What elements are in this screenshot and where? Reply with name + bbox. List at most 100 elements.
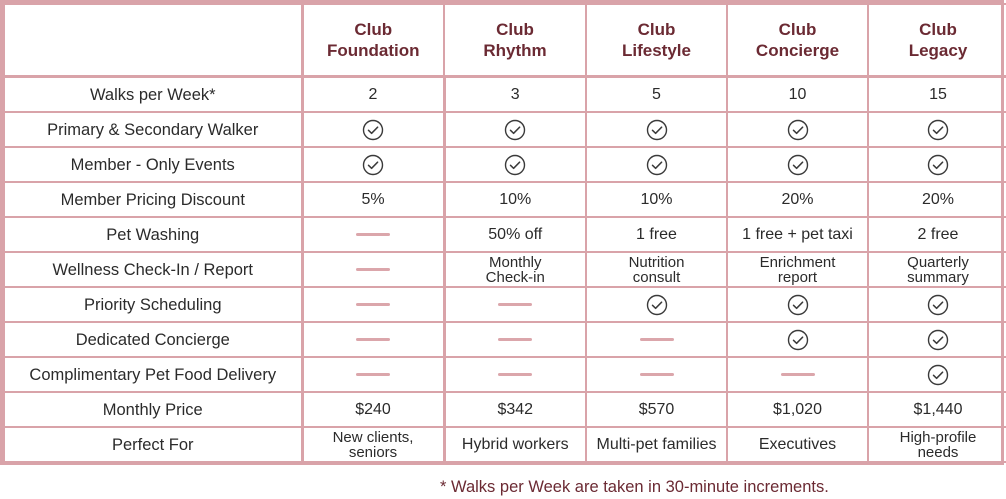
check-circle-icon bbox=[646, 154, 667, 175]
table-cell bbox=[585, 146, 728, 183]
table-cell bbox=[867, 356, 1006, 393]
table-cell: $570 bbox=[585, 391, 728, 428]
table-cell bbox=[867, 111, 1006, 148]
dash-icon bbox=[639, 372, 674, 376]
membership-comparison-table: Club Foundation Club Rhythm Club Lifestyle … bbox=[0, 0, 1006, 465]
dash-icon bbox=[356, 302, 390, 306]
table-row: Monthly Price $240 $342 $570 $1,020 $1,440 bbox=[3, 391, 1006, 428]
table-cell: Quarterly summary bbox=[867, 251, 1006, 288]
feature-label: Pet Washing bbox=[3, 216, 304, 253]
table-cell: 3 bbox=[443, 75, 587, 113]
check-circle-icon bbox=[646, 119, 667, 140]
table-cell: 50% off bbox=[443, 216, 587, 253]
table-cell bbox=[585, 321, 728, 358]
table-cell: 2 free bbox=[867, 216, 1006, 253]
plan-name: Club Concierge bbox=[755, 20, 840, 60]
table-cell bbox=[726, 356, 869, 393]
check-circle-icon bbox=[927, 329, 949, 350]
table-cell: Enrichment report bbox=[726, 251, 869, 288]
plan-header-legacy: Club Legacy bbox=[867, 3, 1006, 78]
feature-label: Priority Scheduling bbox=[3, 286, 304, 323]
table-cell bbox=[867, 321, 1006, 358]
dash-icon bbox=[498, 302, 533, 306]
table-row: Priority Scheduling bbox=[3, 286, 1006, 323]
plan-name: Club Rhythm bbox=[483, 20, 547, 60]
feature-label: Complimentary Pet Food Delivery bbox=[3, 356, 304, 393]
table-cell bbox=[585, 356, 728, 393]
check-circle-icon bbox=[787, 119, 808, 140]
check-circle-icon bbox=[505, 154, 526, 175]
table-cell: New clients, seniors bbox=[301, 426, 446, 463]
table-cell bbox=[585, 111, 728, 148]
feature-label: Member Pricing Discount bbox=[3, 181, 304, 218]
table-cell bbox=[726, 286, 869, 323]
cell-line: report bbox=[777, 268, 818, 286]
table-cell bbox=[726, 146, 869, 183]
table-cell bbox=[301, 111, 446, 148]
cell-line: Check-in bbox=[485, 268, 545, 286]
table-cell: 10% bbox=[443, 181, 587, 218]
table-cell: 1 free + pet taxi bbox=[726, 216, 869, 253]
feature-label: Wellness Check-In / Report bbox=[3, 251, 304, 288]
check-circle-icon bbox=[646, 294, 667, 315]
cell-line: High-profile bbox=[899, 428, 977, 446]
dash-icon bbox=[356, 232, 390, 236]
table-cell: $240 bbox=[301, 391, 446, 428]
cell-line: seniors bbox=[348, 443, 398, 461]
table-cell: Monthly Check-in bbox=[443, 251, 587, 288]
table-cell bbox=[443, 321, 587, 358]
check-circle-icon bbox=[362, 154, 384, 175]
table-cell bbox=[301, 286, 446, 323]
dash-icon bbox=[356, 337, 390, 341]
feature-label: Member - Only Events bbox=[3, 146, 304, 183]
check-circle-icon bbox=[927, 364, 949, 385]
feature-label: Primary & Secondary Walker bbox=[3, 111, 304, 148]
dash-icon bbox=[498, 337, 533, 341]
cell-line: summary bbox=[907, 268, 969, 286]
header-corner bbox=[3, 3, 304, 78]
table-row: Primary & Secondary Walker bbox=[3, 111, 1006, 148]
table-cell: 10% bbox=[585, 181, 728, 218]
comparison-grid: Club Foundation Club Rhythm Club Lifestyle … bbox=[3, 3, 1006, 463]
cell-line: Enrichment bbox=[759, 253, 836, 271]
feature-label: Perfect For bbox=[3, 426, 304, 463]
plan-name: Club Foundation bbox=[326, 20, 420, 60]
table-cell bbox=[301, 321, 446, 358]
dash-icon bbox=[780, 372, 815, 376]
plan-header-lifestyle: Club Lifestyle bbox=[585, 3, 728, 78]
table-row: Walks per Week* 2 3 5 10 15 bbox=[3, 75, 1006, 113]
feature-label: Monthly Price bbox=[3, 391, 304, 428]
table-cell bbox=[301, 216, 446, 253]
cell-line: needs bbox=[917, 443, 959, 461]
feature-label: Walks per Week* bbox=[3, 75, 304, 113]
table-cell bbox=[301, 146, 446, 183]
plan-name: Club Legacy bbox=[908, 20, 968, 60]
check-circle-icon bbox=[787, 294, 808, 315]
check-circle-icon bbox=[787, 154, 808, 175]
table-cell bbox=[585, 286, 728, 323]
check-circle-icon bbox=[927, 154, 949, 175]
check-circle-icon bbox=[505, 119, 526, 140]
table-cell: Multi-pet families bbox=[585, 426, 728, 463]
table-cell bbox=[726, 321, 869, 358]
table-cell: 1 free bbox=[585, 216, 728, 253]
dash-icon bbox=[356, 372, 390, 376]
table-row: Pet Washing 50% off 1 free 1 free + pet tax… bbox=[3, 216, 1006, 253]
plan-header-foundation: Club Foundation bbox=[301, 3, 445, 78]
table-row: Perfect For New clients, seniors Hybrid wor… bbox=[3, 426, 1006, 463]
header-row: Club Foundation Club Rhythm Club Lifestyle … bbox=[3, 3, 1006, 78]
table-cell: $1,020 bbox=[726, 391, 869, 428]
table-cell: 10 bbox=[726, 75, 869, 113]
table-cell: Hybrid workers bbox=[443, 426, 587, 463]
table-cell bbox=[867, 286, 1006, 323]
cell-line: Monthly bbox=[488, 253, 542, 271]
table-row: Complimentary Pet Food Delivery bbox=[3, 356, 1006, 393]
cell-line: New clients, bbox=[332, 428, 414, 446]
table-cell: Nutrition consult bbox=[585, 251, 728, 288]
table-cell bbox=[726, 111, 869, 148]
table-row: Wellness Check-In / Report Monthly Check-i… bbox=[3, 251, 1006, 288]
table-cell bbox=[867, 146, 1006, 183]
table-cell bbox=[301, 251, 446, 288]
table-cell: 5 bbox=[585, 75, 728, 113]
check-circle-icon bbox=[787, 329, 808, 350]
